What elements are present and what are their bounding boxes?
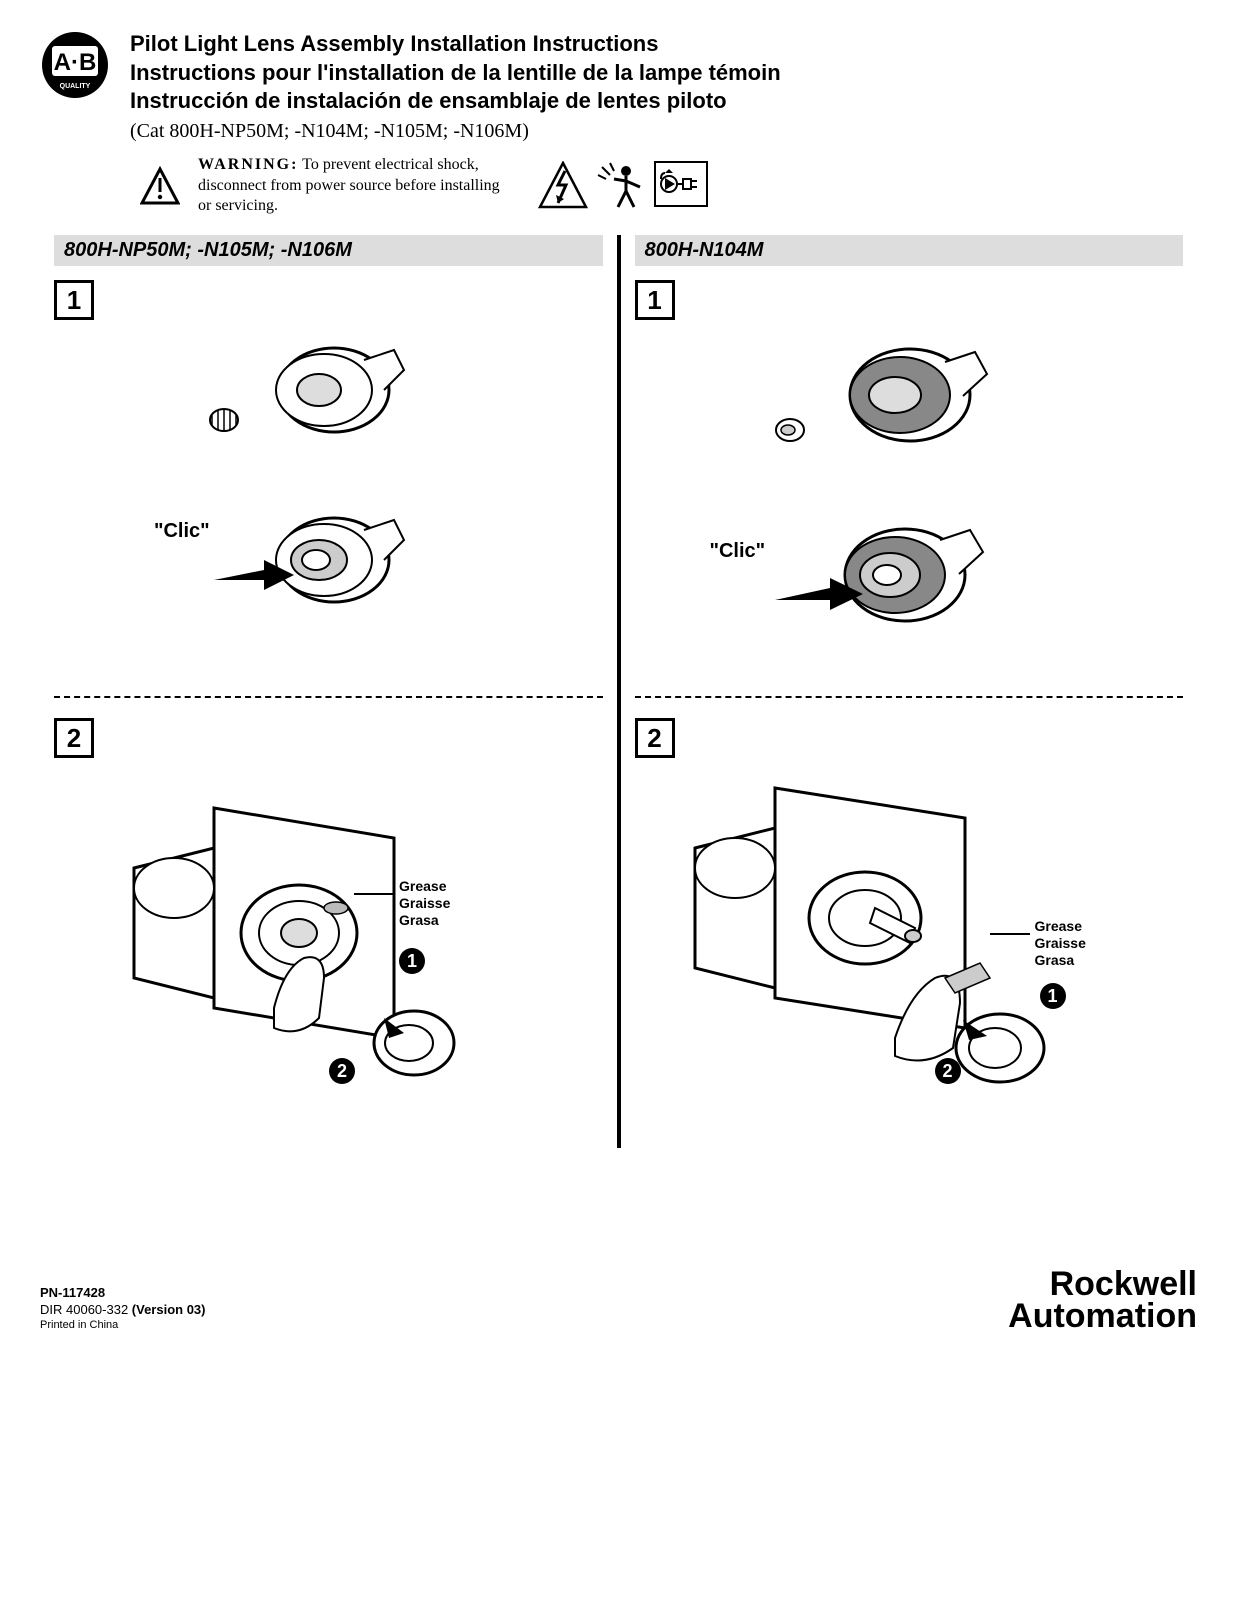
warning-text: WARNING: To prevent electrical shock, di… [198, 155, 500, 217]
instruction-columns: 800H-NP50M; -N105M; -N106M 1 [40, 235, 1197, 1148]
shock-hazard-icon [538, 161, 588, 211]
right-step-2: 2 [635, 718, 1184, 1148]
step-number-1: 1 [54, 280, 94, 320]
panel-mount-icon [645, 768, 1085, 1108]
grease-label: Grease Graisse Grasa [1035, 918, 1086, 968]
left-step2-diagram: Grease Graisse Grasa 1 2 [54, 758, 603, 1118]
clic-label: "Clic" [154, 520, 210, 543]
title-en: Pilot Light Lens Assembly Installation I… [130, 30, 1197, 59]
left-step-1: 1 [54, 280, 603, 690]
substep-1: 1 [399, 948, 425, 974]
right-column: 800H-N104M 1 [621, 235, 1198, 1148]
right-step1-diagram: "Clic" [635, 320, 1184, 660]
part-number: PN-117428 [40, 1285, 205, 1302]
lens-exploded-icon [194, 320, 414, 470]
warning-line1: To prevent electrical shock, [302, 156, 479, 173]
footer: PN-117428 DIR 40060-332 (Version 03) Pri… [40, 1268, 1197, 1333]
grease-es: Grasa [1035, 952, 1075, 968]
right-step2-diagram: Grease Graisse Grasa 1 2 [635, 758, 1184, 1118]
svg-text:A·B: A·B [54, 49, 97, 76]
ab-logo: A·B QUALITY [40, 30, 110, 100]
warning-line3: or servicing. [198, 197, 278, 214]
grease-en: Grease [1035, 918, 1082, 934]
grease-es: Grasa [399, 912, 439, 928]
version: (Version 03) [132, 1302, 206, 1317]
grease-en: Grease [399, 878, 446, 894]
title-block: Pilot Light Lens Assembly Installation I… [130, 30, 1197, 143]
warning-row: WARNING: To prevent electrical shock, di… [140, 155, 1197, 217]
step-number-2: 2 [635, 718, 675, 758]
left-column: 800H-NP50M; -N105M; -N106M 1 [40, 235, 621, 1148]
lens-assembled-icon [184, 480, 424, 650]
origin: Printed in China [40, 1318, 205, 1332]
dashed-separator [54, 696, 603, 698]
title-fr: Instructions pour l'installation de la l… [130, 59, 1197, 88]
dir-number: DIR 40060-332 [40, 1302, 132, 1317]
substep-1: 1 [1040, 983, 1066, 1009]
person-shock-icon [596, 161, 646, 211]
panel-mount-icon [74, 778, 474, 1108]
grease-fr: Graisse [1035, 935, 1086, 951]
grease-leader-line [990, 933, 1030, 935]
grease-label: Grease Graisse Grasa [399, 878, 450, 928]
dir-line: DIR 40060-332 (Version 03) [40, 1302, 205, 1319]
left-step1-diagram: "Clic" [54, 320, 603, 660]
hazard-icons [538, 161, 708, 211]
grease-leader-line [354, 893, 394, 895]
warning-triangle-icon [140, 166, 180, 206]
warning-label: WARNING: [198, 156, 298, 173]
substep-2: 2 [935, 1058, 961, 1084]
grease-fr: Graisse [399, 895, 450, 911]
dashed-separator [635, 696, 1184, 698]
right-col-header: 800H-N104M [635, 235, 1184, 266]
disconnect-power-icon [654, 161, 708, 207]
footer-left: PN-117428 DIR 40060-332 (Version 03) Pri… [40, 1285, 205, 1333]
right-step-1: 1 [635, 280, 1184, 690]
substep-2: 2 [329, 1058, 355, 1084]
step-number-2: 2 [54, 718, 94, 758]
clic-label: "Clic" [710, 540, 766, 563]
left-step-2: 2 [54, 718, 603, 1148]
brand-line2: Automation [1008, 1297, 1197, 1335]
left-col-header: 800H-NP50M; -N105M; -N106M [54, 235, 603, 266]
header: A·B QUALITY Pilot Light Lens Assembly In… [40, 30, 1197, 143]
rockwell-logo: Rockwell Automation [1008, 1268, 1197, 1333]
lens-assembled-icon [745, 490, 1005, 670]
warning-line2: disconnect from power source before inst… [198, 177, 500, 194]
title-es: Instrucción de instalación de ensamblaje… [130, 87, 1197, 116]
svg-text:QUALITY: QUALITY [60, 83, 91, 90]
lens-exploded-icon [755, 320, 995, 480]
catalog-line: (Cat 800H-NP50M; -N104M; -N105M; -N106M) [130, 120, 1197, 143]
step-number-1: 1 [635, 280, 675, 320]
